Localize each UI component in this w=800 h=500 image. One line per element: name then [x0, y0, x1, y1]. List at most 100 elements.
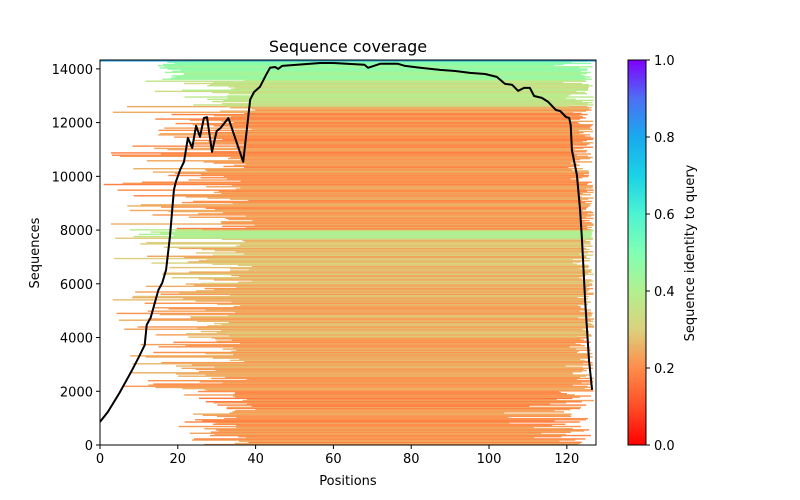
- alignment-row: [202, 414, 570, 416]
- alignment-row: [199, 381, 593, 383]
- alignment-row: [226, 406, 582, 409]
- alignment-row: [211, 377, 594, 380]
- alignment-row: [222, 138, 593, 141]
- alignment-row: [197, 131, 584, 134]
- alignment-row: [240, 158, 580, 161]
- alignment-row: [213, 125, 592, 127]
- alignment-row: [237, 264, 589, 267]
- alignment-row: [230, 126, 591, 128]
- alignment-row: [189, 271, 592, 273]
- alignment-row: [155, 334, 591, 336]
- alignment-row: [221, 120, 594, 123]
- alignment-row: [198, 278, 582, 280]
- alignment-row: [214, 249, 584, 252]
- alignment-row: [200, 177, 583, 179]
- alignment-row: [251, 128, 593, 130]
- coverage-line: [100, 62, 594, 423]
- alignment-row: [236, 424, 553, 427]
- alignment-row: [160, 293, 594, 295]
- alignment-row: [244, 112, 582, 115]
- alignment-row: [232, 411, 565, 413]
- alignment-row: [204, 287, 594, 290]
- alignment-row: [213, 289, 590, 291]
- alignment-row: [140, 243, 591, 245]
- alignment-row: [122, 385, 588, 388]
- alignment-row: [212, 423, 566, 425]
- alignment-row: [133, 195, 579, 197]
- alignment-row: [186, 333, 589, 335]
- alignment-row: [132, 363, 584, 365]
- alignment-row: [168, 308, 586, 310]
- alignment-row: [111, 152, 575, 154]
- alignment-row: [205, 352, 593, 355]
- alignment-row: [184, 421, 580, 423]
- alignment-row: [241, 149, 588, 152]
- alignment-row: [188, 216, 587, 218]
- alignment-row: [235, 410, 555, 412]
- alignment-row: [246, 403, 551, 405]
- y-tick-label: 14000: [52, 63, 93, 78]
- alignment-row: [180, 69, 588, 71]
- alignment-row: [196, 290, 589, 292]
- alignment-row: [202, 228, 591, 231]
- alignment-row: [114, 257, 591, 260]
- alignment-row: [112, 154, 577, 156]
- alignment-row: [251, 265, 590, 268]
- alignment-row: [230, 107, 592, 109]
- y-tick-label: 0: [85, 439, 93, 454]
- alignment-row: [213, 191, 594, 194]
- alignment-row: [160, 232, 593, 234]
- alignment-row: [151, 262, 573, 264]
- alignment-row: [248, 441, 582, 444]
- chart-title: Sequence coverage: [269, 37, 427, 56]
- alignment-row: [153, 307, 581, 309]
- alignment-row: [181, 201, 586, 204]
- alignment-row: [153, 351, 578, 354]
- alignment-row: [230, 88, 588, 90]
- alignment-row: [187, 261, 581, 263]
- alignment-row: [205, 169, 572, 171]
- alignment-row: [232, 339, 584, 341]
- colorbar-label: Sequence identity to query: [683, 164, 698, 341]
- alignment-row: [244, 166, 569, 169]
- alignment-row: [216, 331, 589, 334]
- y-tick-label: 6000: [60, 278, 93, 293]
- x-tick-label: 20: [170, 452, 187, 467]
- alignment-row: [163, 246, 584, 248]
- y-axis: 0 2000 4000 6000 8000 10000 12000 14000: [52, 63, 100, 454]
- alignment-row: [168, 210, 592, 213]
- alignment-row: [230, 198, 589, 200]
- alignment-row: [215, 422, 510, 424]
- alignment-row: [172, 70, 581, 73]
- alignment-row: [206, 186, 593, 188]
- alignment-row: [252, 219, 590, 222]
- alignment-row: [131, 296, 578, 299]
- alignment-row: [211, 151, 587, 153]
- alignment-row: [214, 433, 567, 436]
- alignment-row: [236, 426, 534, 429]
- alignment-row: [175, 230, 594, 232]
- alignment-row: [150, 231, 592, 233]
- alignment-row: [207, 390, 594, 392]
- alignment-row: [167, 68, 588, 70]
- alignment-row: [216, 415, 572, 418]
- alignment-row: [216, 340, 587, 342]
- alignment-row: [148, 384, 573, 386]
- alignment-row: [184, 72, 587, 75]
- alignment-row: [205, 400, 582, 403]
- alignment-row: [251, 94, 571, 96]
- query-row: [100, 60, 596, 62]
- alignment-row: [235, 391, 561, 394]
- x-tick-label: 80: [403, 452, 420, 467]
- alignment-row: [228, 218, 581, 221]
- alignment-row: [198, 213, 588, 215]
- alignment-row: [195, 419, 587, 421]
- alignment-row: [232, 202, 592, 205]
- alignment-row: [244, 360, 590, 363]
- alignment-row: [222, 225, 587, 227]
- alignment-row: [238, 440, 560, 442]
- alignment-row: [195, 300, 585, 302]
- alignment-row: [213, 114, 581, 117]
- alignment-row: [192, 123, 594, 126]
- alignment-row: [182, 387, 585, 390]
